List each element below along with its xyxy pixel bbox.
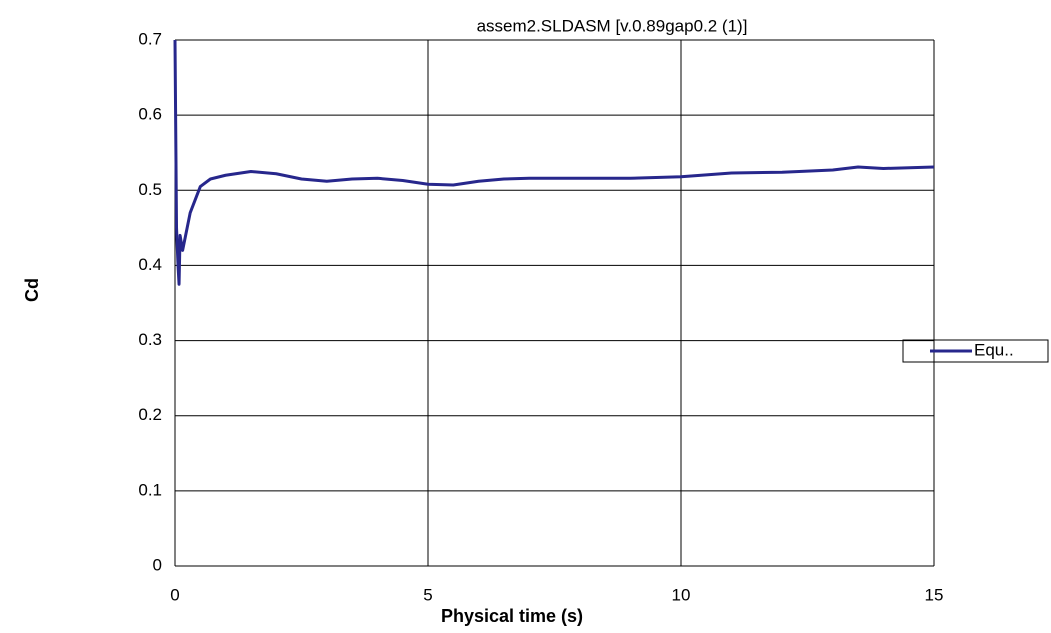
chart: assem2.SLDASM [v.0.89gap0.2 (1)] Physica…	[0, 0, 1051, 633]
x-tick-label: 5	[423, 585, 432, 604]
data-line	[175, 40, 934, 284]
y-tick-label: 0.7	[138, 29, 162, 48]
y-tick-label: 0.1	[138, 480, 162, 499]
x-tick-label: 0	[170, 585, 179, 604]
x-axis-label: Physical time (s)	[441, 606, 583, 626]
y-tick-label: 0	[153, 555, 162, 574]
y-tick-label: 0.3	[138, 330, 162, 349]
x-tick-label: 10	[672, 585, 691, 604]
legend-label: Equ..	[974, 340, 1014, 359]
y-tick-label: 0.4	[138, 255, 162, 274]
x-tick-label: 15	[925, 585, 944, 604]
y-axis-label: Cd	[22, 278, 42, 302]
y-tick-label: 0.2	[138, 405, 162, 424]
chart-title: assem2.SLDASM [v.0.89gap0.2 (1)]	[477, 16, 748, 35]
y-tick-label: 0.5	[138, 180, 162, 199]
y-tick-label: 0.6	[138, 105, 162, 124]
